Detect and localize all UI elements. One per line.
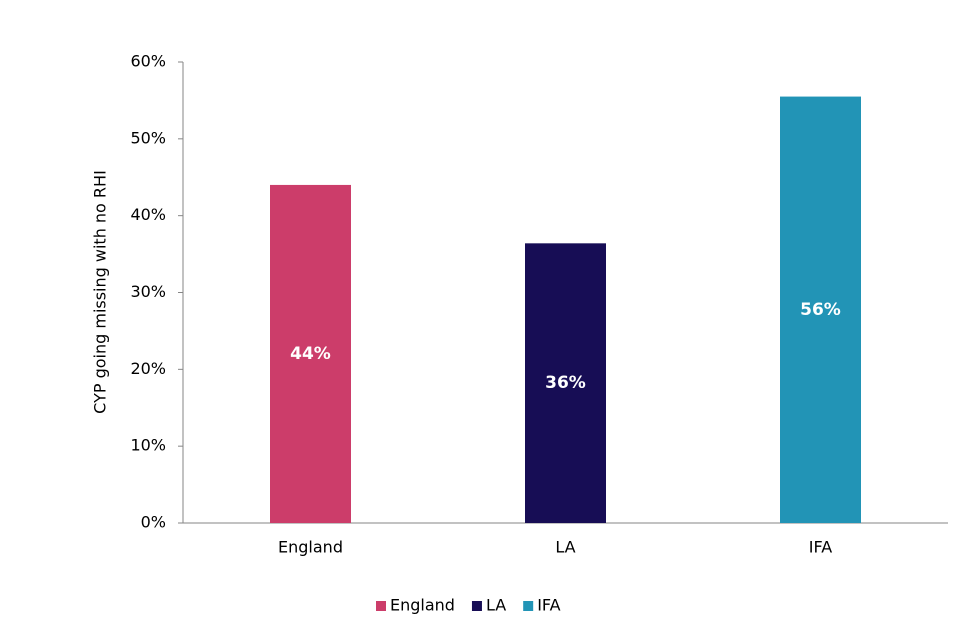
legend-swatch (376, 601, 386, 611)
legend-swatch (471, 601, 482, 611)
y-tick-label: 0% (141, 513, 166, 532)
y-tick-label: 20% (130, 359, 166, 378)
legend-swatch (523, 601, 534, 611)
x-tick-label: LA (555, 538, 575, 557)
value-label: 44% (290, 344, 331, 364)
y-tick-label: 50% (130, 128, 166, 147)
y-tick-label: 40% (130, 205, 166, 224)
bar (780, 96, 861, 523)
y-tick-label: 30% (130, 282, 166, 301)
y-tick-label: 10% (130, 436, 166, 455)
x-tick-label: IFA (809, 538, 832, 557)
bar (525, 243, 606, 523)
bar (270, 184, 351, 523)
value-label: 56% (800, 300, 841, 320)
value-label: 36% (545, 373, 586, 393)
legend-label: IFA (537, 596, 560, 615)
legend-label: LA (486, 596, 506, 615)
x-tick-label: England (278, 538, 343, 557)
legend-label: England (390, 596, 455, 615)
y-axis-label: CYP going missing with no RHI (91, 170, 110, 414)
y-tick-label: 60% (130, 52, 166, 71)
